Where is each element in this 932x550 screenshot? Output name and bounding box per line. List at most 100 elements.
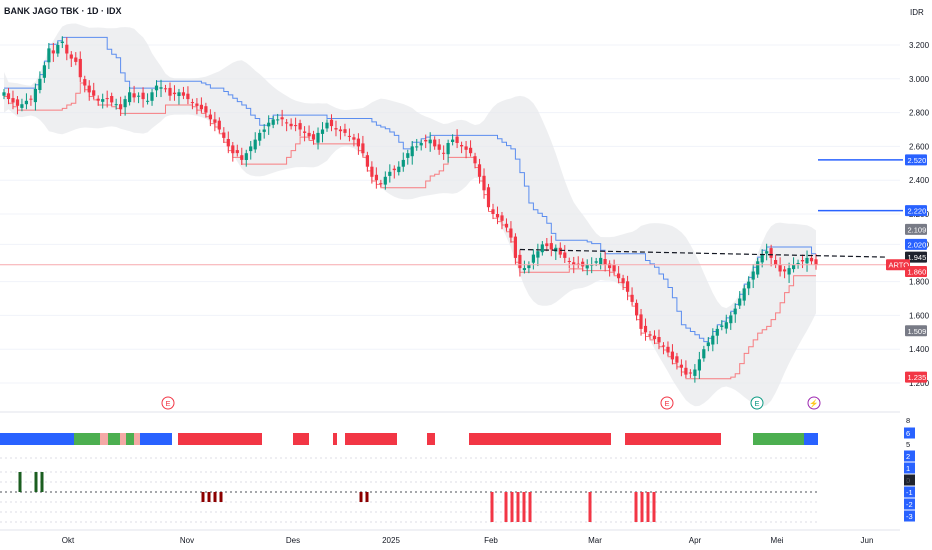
candle-body-82: [370, 166, 374, 177]
indicator-scale-label-8: -2: [906, 500, 913, 509]
candle-body-89: [401, 159, 405, 167]
price-tag-8: 1.235: [908, 373, 927, 382]
indicator-scale-label-3: 2: [906, 452, 910, 461]
candle-body-24: [110, 96, 114, 103]
cloud-area: [4, 23, 816, 407]
candle-body-169: [760, 254, 764, 263]
strip-segment-9: [178, 433, 262, 445]
candle-body-114: [513, 236, 517, 258]
indicator-scale-bg-7: [904, 486, 915, 498]
indicator-scale-label-7: -1: [906, 488, 913, 497]
event-marker-label-3: ⚡: [809, 399, 818, 408]
price-tag-0: 2.520: [908, 156, 927, 165]
hist-bar-5: [213, 492, 217, 502]
candle-body-172: [774, 260, 778, 265]
candle-body-86: [388, 171, 392, 176]
event-marker-label-2: E: [754, 399, 759, 408]
candle-body-46: [208, 114, 212, 120]
candle-body-158: [711, 335, 715, 345]
candle-body-31: [141, 92, 145, 100]
x-tick-label-3: 2025: [382, 536, 400, 545]
time-axis[interactable]: Okt Nov Des 2025 Feb Mar Apr Mei Jun: [62, 536, 874, 545]
candle-body-173: [778, 264, 782, 272]
candle-body-2: [11, 98, 15, 103]
candle-body-67: [303, 131, 307, 133]
hist-bar-3: [201, 492, 205, 502]
candle-body-140: [630, 294, 634, 302]
candle-body-126: [567, 261, 571, 262]
candle-body-120: [540, 244, 544, 253]
candle-body-88: [397, 166, 401, 173]
candle-body-20: [92, 90, 96, 96]
price-tag-bg-7: [905, 325, 927, 337]
candle-body-166: [747, 281, 751, 289]
price-tag-bg-0: [905, 154, 927, 166]
y-tick-label-0: 3.200: [909, 41, 930, 50]
indicator-scale-label-0: 8: [906, 416, 910, 425]
event-marker-3: [807, 396, 821, 410]
candle-body-22: [101, 99, 105, 102]
candle-body-18: [83, 79, 87, 86]
candle-body-180: [809, 257, 814, 262]
trendline[interactable]: [519, 248, 887, 258]
candle-body-21: [96, 98, 100, 101]
x-tick-label-7: Mei: [771, 536, 784, 545]
candle-body-33: [150, 92, 154, 101]
price-tag-7: 1.509: [908, 327, 927, 336]
candle-body-170: [765, 251, 769, 254]
price-tag-bg-8: [905, 371, 927, 383]
candle-body-138: [621, 278, 625, 284]
candle-body-160: [720, 325, 724, 327]
y-tick-label-9: 1.400: [909, 345, 930, 354]
candle-body-112: [504, 223, 509, 228]
x-tick-label-2: Des: [286, 536, 300, 545]
price-tag-1: 2.220: [908, 207, 927, 216]
candle-body-175: [787, 268, 791, 275]
strip-segment-1: [14, 433, 74, 445]
candle-body-72: [325, 122, 329, 129]
x-tick-label-8: Jun: [861, 536, 874, 545]
candle-body-163: [733, 308, 737, 315]
candle-body-11: [51, 50, 55, 54]
candle-body-145: [652, 335, 657, 340]
hist-bar-15: [588, 492, 592, 522]
candle-body-25: [114, 104, 118, 106]
indicator-scale-bg-3: [904, 450, 915, 462]
hist-bar-13: [522, 492, 526, 522]
candle-body-174: [783, 269, 787, 272]
indicator-scale-label-6: 0: [906, 476, 910, 485]
candle-body-144: [648, 334, 652, 336]
y-tick-label-3: 2.600: [909, 142, 930, 151]
candle-body-50: [226, 139, 230, 147]
candle-body-110: [495, 214, 500, 218]
candlestick-series: [2, 36, 818, 383]
candle-body-109: [491, 209, 495, 214]
candle-body-17: [78, 58, 82, 78]
candle-body-26: [119, 104, 123, 110]
candle-body-153: [688, 372, 692, 374]
trendline-path: [519, 248, 887, 258]
candle-body-125: [563, 252, 567, 258]
event-marker-1: [660, 396, 674, 410]
event-markers[interactable]: E E E ⚡: [161, 396, 821, 410]
candle-body-53: [240, 155, 244, 160]
candle-body-60: [271, 119, 275, 125]
hist-bar-14: [528, 492, 532, 522]
candle-body-1: [6, 93, 11, 99]
strip-segment-11: [333, 433, 337, 445]
histogram-pane: [0, 457, 818, 523]
candle-body-4: [20, 104, 24, 108]
price-tag-bg-1: [905, 205, 927, 217]
price-tag-bg-2: [905, 223, 927, 235]
candle-body-116: [522, 268, 526, 271]
candle-body-69: [311, 134, 316, 140]
candle-body-65: [294, 125, 298, 127]
candle-body-141: [635, 302, 639, 316]
strip-segment-8: [140, 433, 172, 445]
candle-body-100: [451, 139, 455, 142]
candle-body-68: [307, 132, 311, 137]
strip-segment-4: [108, 433, 120, 445]
candle-body-135: [608, 263, 612, 269]
candle-body-154: [693, 369, 697, 376]
